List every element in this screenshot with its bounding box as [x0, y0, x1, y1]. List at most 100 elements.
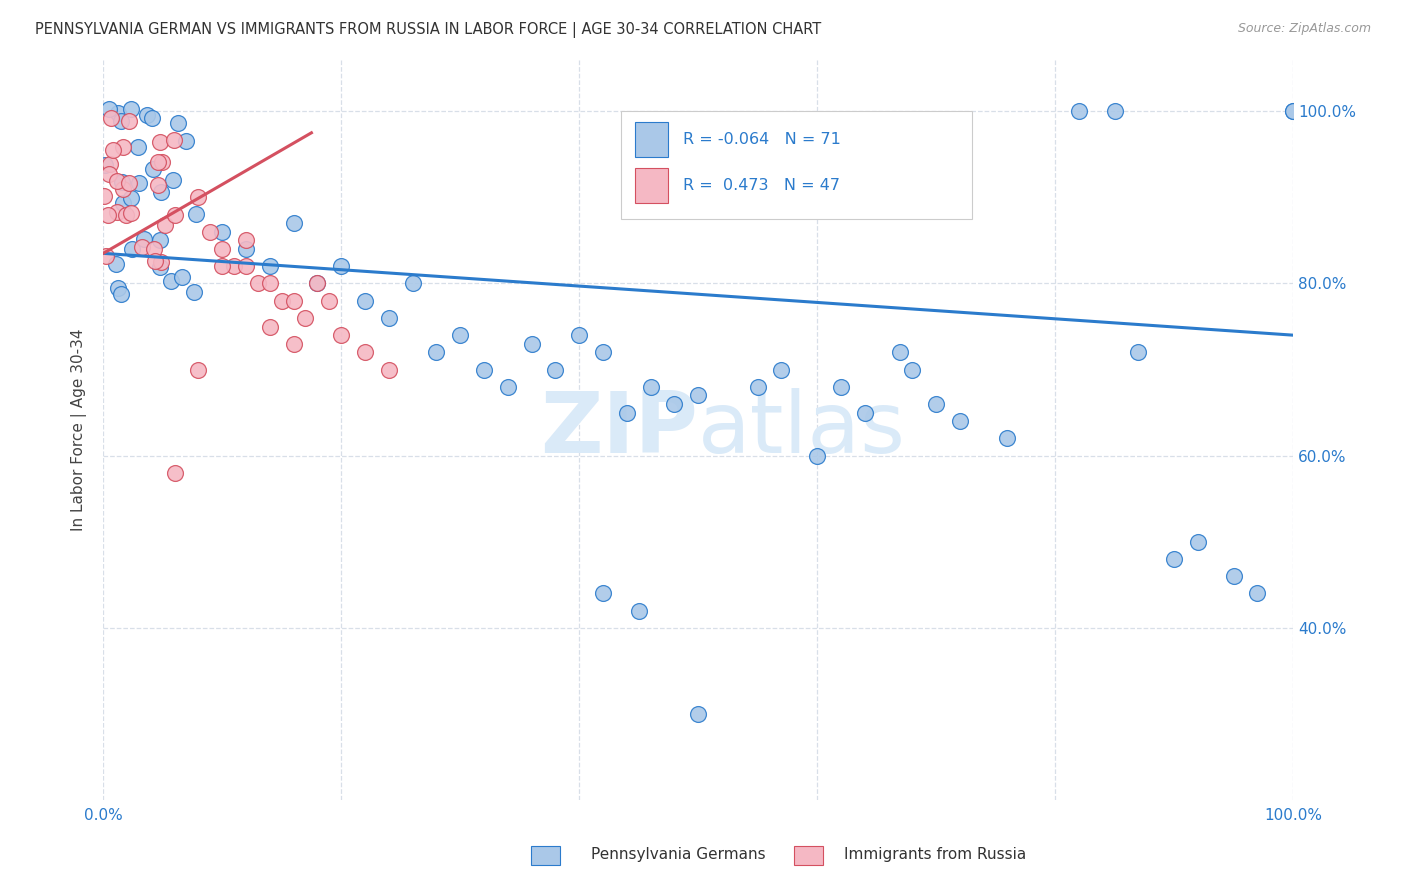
Point: [159, 274, 181, 288]
Point: [105, 257, 128, 271]
Point: [96, 249, 118, 263]
Point: [770, 362, 793, 376]
Point: [401, 277, 423, 291]
Point: [105, 174, 128, 188]
Point: [105, 205, 128, 219]
Point: [330, 328, 353, 343]
Point: [111, 175, 134, 189]
FancyBboxPatch shape: [621, 112, 972, 219]
Point: [184, 206, 207, 220]
Point: [174, 134, 197, 148]
Point: [110, 286, 132, 301]
Point: [806, 449, 828, 463]
Point: [211, 225, 233, 239]
Point: [283, 336, 305, 351]
Point: [110, 113, 132, 128]
Text: atlas: atlas: [699, 388, 905, 471]
Point: [640, 380, 662, 394]
Point: [496, 380, 519, 394]
Point: [283, 216, 305, 230]
Point: [235, 242, 257, 256]
Point: [120, 206, 142, 220]
Point: [377, 310, 399, 325]
Point: [889, 345, 911, 359]
Point: [187, 190, 209, 204]
Point: [143, 254, 166, 268]
Point: [259, 277, 281, 291]
Point: [354, 345, 377, 359]
Point: [107, 105, 129, 120]
Point: [93, 189, 115, 203]
Point: [270, 293, 292, 308]
Point: [472, 362, 495, 376]
Point: [97, 103, 120, 117]
Point: [200, 225, 222, 239]
Point: [568, 328, 591, 343]
Point: [98, 157, 121, 171]
Point: [97, 168, 120, 182]
Point: [118, 176, 141, 190]
Point: [354, 293, 377, 308]
Point: [627, 604, 650, 618]
Point: [235, 260, 257, 274]
Point: [121, 243, 143, 257]
Point: [1222, 569, 1244, 583]
Point: [425, 345, 447, 359]
Point: [664, 397, 686, 411]
Bar: [636, 168, 668, 203]
Point: [153, 219, 176, 233]
Point: [120, 102, 142, 116]
Point: [901, 362, 924, 376]
Point: [111, 140, 134, 154]
Point: [449, 328, 471, 343]
Point: [949, 414, 972, 428]
Bar: [636, 122, 668, 157]
Point: [1282, 104, 1305, 119]
Point: [149, 260, 172, 274]
Text: ZIP: ZIP: [540, 388, 699, 471]
Point: [115, 208, 138, 222]
Point: [118, 114, 141, 128]
Point: [330, 260, 353, 274]
Y-axis label: In Labor Force | Age 30-34: In Labor Force | Age 30-34: [72, 328, 87, 531]
Point: [853, 406, 876, 420]
Point: [1067, 104, 1090, 119]
Text: R =  0.473   N = 47: R = 0.473 N = 47: [683, 178, 839, 193]
Point: [1104, 104, 1126, 119]
Point: [148, 155, 170, 169]
Point: [163, 133, 186, 147]
Text: Source: ZipAtlas.com: Source: ZipAtlas.com: [1237, 22, 1371, 36]
Point: [747, 380, 769, 394]
Text: R = -0.064   N = 71: R = -0.064 N = 71: [683, 132, 841, 147]
Point: [142, 162, 165, 177]
Point: [150, 155, 173, 169]
Point: [616, 406, 638, 420]
Point: [688, 388, 710, 402]
Point: [167, 116, 190, 130]
Point: [318, 293, 340, 308]
Point: [128, 177, 150, 191]
Point: [148, 178, 170, 193]
Point: [544, 362, 567, 376]
Point: [520, 336, 543, 351]
Point: [1128, 345, 1150, 359]
Point: [1187, 534, 1209, 549]
Point: [172, 269, 194, 284]
Point: [211, 242, 233, 256]
Point: [1163, 552, 1185, 566]
Text: PENNSYLVANIA GERMAN VS IMMIGRANTS FROM RUSSIA IN LABOR FORCE | AGE 30-34 CORRELA: PENNSYLVANIA GERMAN VS IMMIGRANTS FROM R…: [35, 22, 821, 38]
Point: [259, 319, 281, 334]
Point: [259, 260, 281, 274]
Point: [127, 140, 149, 154]
Point: [149, 135, 172, 149]
Point: [187, 362, 209, 376]
Point: [925, 397, 948, 411]
Point: [235, 234, 257, 248]
Point: [103, 143, 125, 157]
Point: [283, 293, 305, 308]
Point: [150, 186, 173, 200]
Point: [163, 208, 186, 222]
Point: [377, 362, 399, 376]
Point: [592, 345, 614, 359]
Point: [141, 111, 163, 125]
